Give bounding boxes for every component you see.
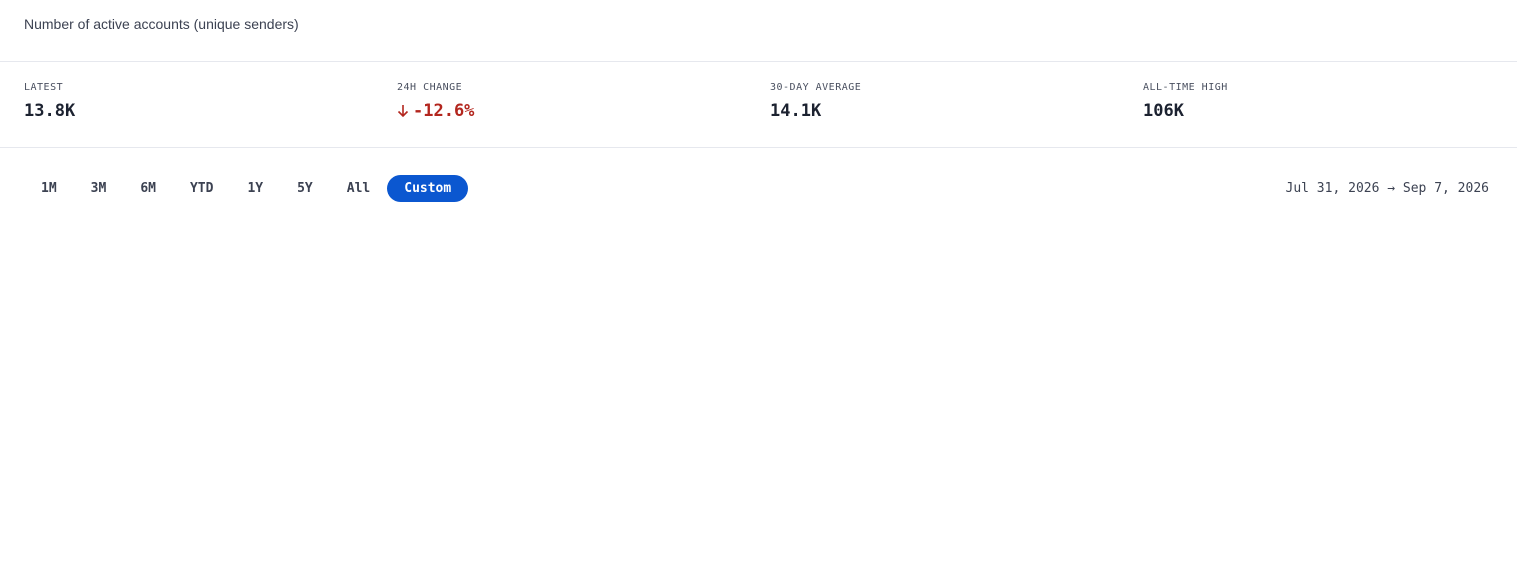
- range-button[interactable]: 5Y: [297, 181, 313, 196]
- date-range[interactable]: Jul 31, 2026 → Sep 7, 2026: [1285, 181, 1490, 196]
- stat: LATEST 13.8K: [24, 82, 75, 121]
- range-button[interactable]: 6M: [140, 181, 156, 196]
- stat-label: ALL-TIME HIGH: [1143, 82, 1228, 93]
- stat-value-text: 13.8K: [24, 101, 76, 121]
- chart: [0, 220, 1517, 571]
- range-button[interactable]: All: [346, 181, 371, 196]
- stats-row: LATEST 13.8K 24H CHANGE 05K10K15K20K25KAug2…: [0, 61, 1517, 148]
- stat: ALL-TIME HIGH 106K: [1143, 82, 1228, 121]
- stat-label: LATEST: [24, 82, 64, 93]
- stat: 24H CHANGE 05K10K15K20K25KAug259131721252…: [397, 82, 474, 121]
- range-button[interactable]: 1M: [41, 181, 57, 196]
- stat-label: 24H CHANGE: [397, 82, 463, 93]
- page-title: Number of active accounts (unique sender…: [24, 16, 299, 32]
- down-arrow: 05K10K15K20K25KAug2591317212529Sep25: [397, 105, 409, 118]
- stat-value-text: -12.6%: [413, 101, 475, 121]
- stat-value-text: 14.1K: [770, 101, 822, 121]
- range-selector: 1M 3M 6M YTD 1Y 5Y All Custom: [24, 175, 469, 202]
- stat-value: 14.1K: [770, 101, 861, 121]
- stat-label: 30-DAY AVERAGE: [770, 82, 862, 93]
- range-button[interactable]: 1Y: [247, 181, 264, 196]
- stat: 30-DAY AVERAGE 14.1K: [770, 82, 861, 121]
- range-button[interactable]: 3M: [90, 181, 107, 196]
- range-button[interactable]: Custom: [387, 175, 469, 202]
- stat-value-text: 106K: [1143, 101, 1184, 121]
- stat-value: 106K: [1143, 101, 1228, 121]
- stat-value: 05K10K15K20K25KAug2591317212529Sep25 -12.…: [397, 101, 474, 121]
- stat-value: 13.8K: [24, 101, 75, 121]
- range-button[interactable]: YTD: [189, 181, 214, 196]
